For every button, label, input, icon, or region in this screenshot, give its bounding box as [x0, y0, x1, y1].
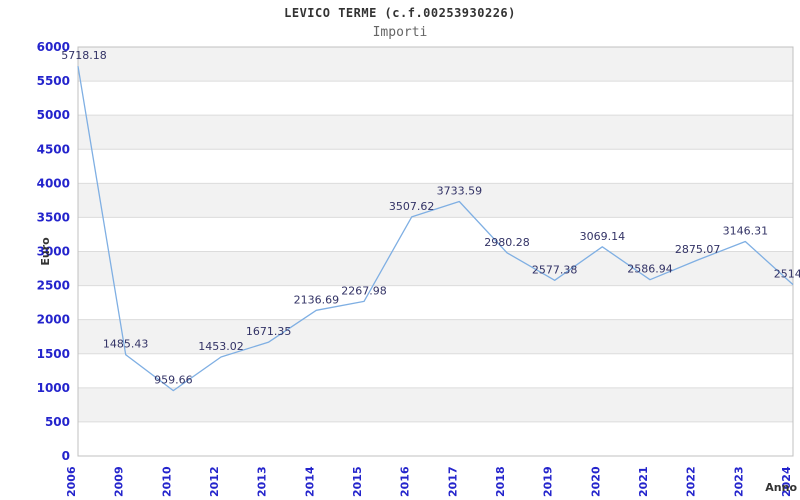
- y-tick-label: 2500: [37, 279, 70, 293]
- x-tick-label: 2024: [780, 466, 793, 497]
- y-tick-label: 6000: [37, 40, 70, 54]
- point-label: 2586.94: [627, 263, 673, 276]
- grid-band: [78, 115, 793, 150]
- point-label: 2514.0: [774, 268, 800, 281]
- y-tick-label: 4000: [37, 176, 70, 190]
- point-label: 2136.69: [294, 293, 340, 306]
- y-tick-label: 4500: [37, 142, 70, 156]
- grid-band: [78, 47, 793, 82]
- chart-subtitle: Importi: [372, 25, 428, 40]
- grid-band: [78, 387, 793, 422]
- x-tick-label: 2018: [494, 466, 507, 497]
- x-tick-label: 2020: [589, 466, 602, 497]
- y-axis-label: Euro: [39, 237, 52, 266]
- point-label: 2267.98: [341, 284, 387, 297]
- x-tick-label: 2012: [208, 466, 221, 497]
- point-label: 5718.18: [61, 49, 107, 62]
- plot-border: [77, 46, 794, 457]
- point-label: 1453.02: [198, 340, 244, 353]
- point-label: 1485.43: [103, 338, 149, 351]
- y-tick-label: 3500: [37, 210, 70, 224]
- x-tick-label: 2015: [351, 466, 364, 497]
- x-tick-label: 2014: [303, 466, 316, 497]
- point-label: 3507.62: [389, 200, 435, 213]
- point-label: 2577.38: [532, 263, 578, 276]
- y-tick-label: 1500: [37, 347, 70, 361]
- y-tick-label: 1000: [37, 381, 70, 395]
- x-tick-label: 2021: [637, 466, 650, 497]
- grid-band: [78, 319, 793, 354]
- x-tick-label: 2017: [446, 466, 459, 497]
- y-tick-label: 3000: [37, 245, 70, 259]
- grid-band: [78, 183, 793, 218]
- grid-band: [78, 251, 793, 286]
- y-tick-label: 2000: [37, 313, 70, 327]
- y-tick-label: 5500: [37, 74, 70, 88]
- point-label: 2875.07: [675, 243, 721, 256]
- x-tick-label: 2023: [732, 466, 745, 497]
- x-tick-label: 2019: [542, 466, 555, 497]
- x-axis-label: Anno: [765, 481, 797, 494]
- x-tick-label: 2016: [399, 466, 412, 497]
- point-label: 1671.35: [246, 325, 292, 338]
- x-tick-label: 2006: [65, 466, 78, 497]
- y-tick-label: 5000: [37, 108, 70, 122]
- x-tick-label: 2013: [256, 466, 269, 497]
- x-tick-label: 2009: [113, 466, 126, 497]
- point-label: 959.66: [154, 374, 193, 387]
- x-tick-label: 2010: [160, 466, 173, 497]
- point-label: 3146.31: [723, 225, 769, 238]
- point-label: 3733.59: [437, 184, 483, 197]
- y-tick-label: 500: [45, 415, 70, 429]
- x-tick-label: 2022: [685, 466, 698, 497]
- y-tick-label: 0: [62, 449, 70, 463]
- chart-title: LEVICO TERME (c.f.00253930226): [284, 6, 516, 20]
- point-label: 2980.28: [484, 236, 530, 249]
- series-line: [77, 66, 794, 392]
- point-label: 3069.14: [580, 230, 626, 243]
